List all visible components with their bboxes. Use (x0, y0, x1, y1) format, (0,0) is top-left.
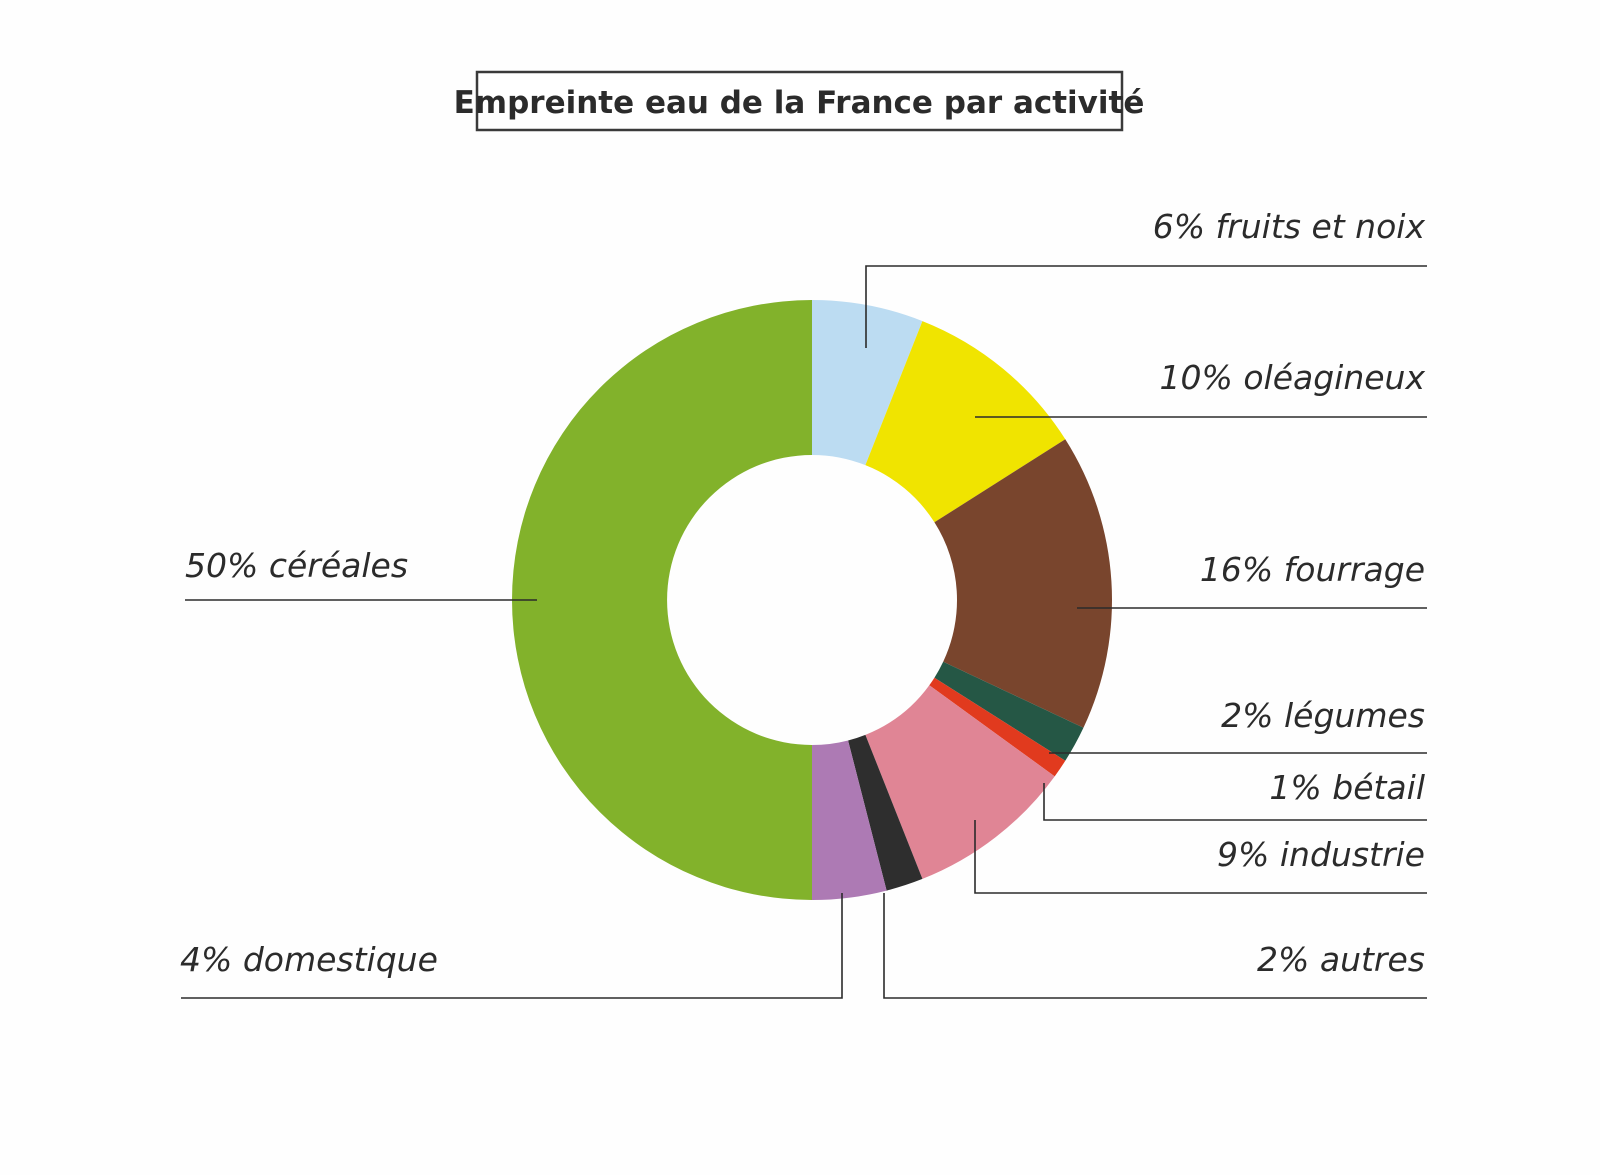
label-autres: 2% autres (1257, 940, 1425, 979)
slice-betail (929, 677, 1066, 777)
slice-industrie (865, 685, 1055, 879)
slice-fourrage (934, 439, 1112, 728)
label-domestique: 4% domestique (180, 940, 438, 979)
label-fruits-et-noix: 6% fruits et noix (1153, 207, 1426, 246)
label-cereales: 50% céréales (185, 546, 408, 585)
label-fourrage: 16% fourrage (1200, 550, 1425, 589)
donut-slices (512, 300, 1112, 900)
slice-domestique (812, 740, 887, 900)
leader-domestique (181, 893, 843, 999)
slice-autres (848, 734, 923, 891)
title-box (475, 70, 1124, 132)
leader-betail (1043, 783, 1427, 821)
leader-industrie (974, 820, 1427, 894)
slice-cereales (512, 300, 812, 900)
title-text: Empreinte eau de la France par activité (454, 85, 1145, 121)
label-oleagineux: 10% oléagineux (1160, 358, 1426, 397)
label-industrie: 9% industrie (1217, 835, 1425, 874)
label-betail: 1% bétail (1269, 768, 1425, 807)
slice-labels: 6% fruits et noix 10% oléagineux 16% fourr… (180, 207, 1425, 979)
slice-oleagineux (865, 321, 1066, 523)
label-legumes: 2% légumes (1221, 696, 1425, 735)
leader-lines (181, 265, 1427, 999)
leader-fruits-et-noix (865, 265, 1427, 348)
slice-fruits-et-noix (812, 300, 923, 466)
leader-autres (883, 893, 1427, 999)
slice-legumes (934, 661, 1084, 761)
chart-title: Empreinte eau de la France par activité (454, 70, 1145, 132)
